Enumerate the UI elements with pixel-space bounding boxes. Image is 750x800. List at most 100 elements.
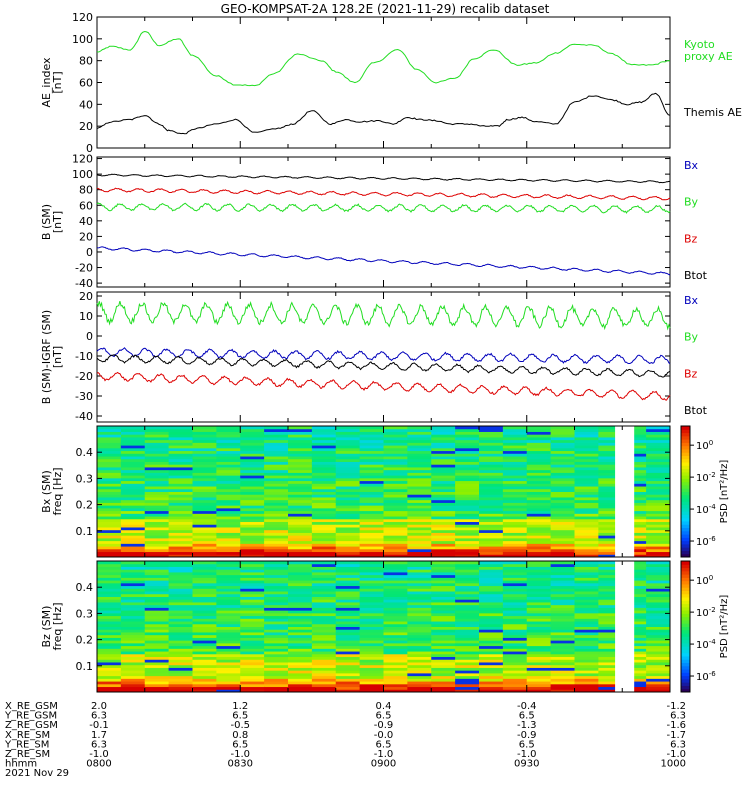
- spectrogram-cell: [335, 653, 361, 658]
- spectrogram-cell: [574, 543, 599, 547]
- spectrogram-cell: [526, 516, 552, 520]
- spectrogram-cell: [526, 623, 552, 627]
- spectrogram-cell: [311, 561, 337, 565]
- spectrogram-cell: [288, 426, 313, 430]
- spectrogram-cell: [479, 483, 504, 487]
- spectrogram-cell: [264, 661, 289, 666]
- spectrogram-cell: [192, 436, 217, 441]
- spectrogram-cell: [359, 623, 384, 627]
- spectrogram-cell: [192, 604, 217, 608]
- spectrogram-cell: [192, 431, 217, 435]
- spectrogram-cell: [646, 651, 671, 655]
- spectrogram-cell: [97, 445, 122, 449]
- spectrogram-cell: [97, 521, 122, 525]
- spectrogram-cell: [502, 426, 528, 430]
- spectrogram-cell: [598, 518, 623, 523]
- spectrogram-cell: [311, 439, 337, 443]
- spectrogram-cell: [622, 494, 647, 498]
- spectrogram-cell: [383, 599, 408, 603]
- spectrogram-cell: [455, 648, 480, 652]
- spectrogram-cell: [168, 447, 193, 452]
- spectrogram-cell: [335, 637, 361, 641]
- spectrogram-cell: [192, 585, 217, 589]
- spectrogram-cell: [574, 491, 599, 495]
- spectrogram-cell: [646, 629, 671, 633]
- spectrogram-cell: [288, 431, 313, 435]
- spectrogram-cell: [335, 596, 361, 600]
- spectrogram-cell: [526, 502, 552, 506]
- spectrogram-cell: [168, 574, 193, 578]
- panel-1-ytick-label: -20: [75, 262, 93, 275]
- spectrogram-cell: [97, 431, 122, 435]
- spectrogram-cell: [646, 591, 671, 595]
- spectrogram-cell: [288, 507, 313, 512]
- spectrogram-cell: [311, 477, 337, 482]
- spectrogram-cell: [622, 653, 647, 658]
- spectrogram-cell: [455, 442, 480, 446]
- spectrogram-cell: [216, 582, 241, 587]
- spectrogram-cell: [455, 439, 480, 443]
- spectrogram-cell: [359, 585, 384, 589]
- spectrogram-cell: [383, 540, 408, 544]
- spectrogram-cell: [288, 475, 313, 479]
- spectrogram-cell: [383, 591, 408, 595]
- spectrogram-cell: [622, 689, 647, 693]
- colorbar-segment: [681, 583, 690, 588]
- spectrogram-cell: [502, 626, 528, 630]
- spectrogram-cell: [359, 610, 384, 614]
- colorbar-segment: [681, 587, 690, 591]
- orbit-cell: 1.2: [232, 701, 248, 712]
- spectrogram-cell: [168, 686, 193, 690]
- spectrogram-cell: [431, 445, 456, 449]
- spectrogram-cell: [144, 521, 170, 525]
- spectrogram-cell: [335, 537, 361, 542]
- colorbar-tick-base: 10: [696, 473, 709, 484]
- spectrogram-cell: [240, 486, 265, 490]
- spectrogram-cell: [646, 464, 671, 468]
- spectrogram-cell: [168, 601, 193, 606]
- spectrogram-cell: [383, 672, 408, 677]
- colorbar-segment: [681, 452, 690, 456]
- spectrogram-cell: [335, 502, 361, 506]
- spectrogram-cell: [550, 648, 575, 652]
- colorbar-segment: [681, 642, 690, 647]
- spectrogram-cell: [168, 499, 193, 503]
- spectrogram-cell: [311, 546, 337, 550]
- spectrogram-cell: [288, 436, 313, 441]
- spectrogram-cell: [407, 447, 432, 452]
- spectrogram-cell: [311, 436, 337, 441]
- panel-0-ytick-label: 20: [79, 120, 93, 133]
- spectrogram-cell: [598, 507, 623, 512]
- spectrogram-cell: [240, 469, 265, 473]
- spectrogram-cell: [502, 561, 528, 565]
- spectrogram-cell: [646, 604, 671, 608]
- spectrogram-cell: [526, 566, 552, 570]
- spectrogram-cell: [502, 494, 528, 498]
- spectrogram-cell: [550, 524, 575, 528]
- spectrogram-cell: [288, 571, 313, 576]
- spectrogram-cell: [311, 450, 337, 454]
- spectrogram-cell: [240, 513, 265, 517]
- spectrogram-cell: [311, 588, 337, 592]
- spectrogram-cell: [455, 507, 480, 512]
- spectrogram-cell: [264, 428, 289, 432]
- spectrogram-cell: [526, 651, 552, 655]
- spectrogram-cell: [144, 505, 170, 509]
- spectrogram-cell: [335, 631, 361, 636]
- spectrogram-cell: [240, 661, 265, 666]
- spectrogram-cell: [335, 585, 361, 589]
- spectrogram-cell: [168, 607, 193, 611]
- spectrogram-cell: [264, 681, 289, 685]
- spectrogram-cell: [288, 651, 313, 655]
- spectrogram-cell: [359, 445, 384, 449]
- spectrogram-cell: [502, 507, 528, 512]
- spectrogram-cell: [192, 426, 217, 430]
- spectrogram-cell: [97, 667, 122, 671]
- spectrogram-cell: [216, 464, 241, 468]
- spectrogram-cell: [526, 458, 552, 462]
- spectrogram-cell: [479, 513, 504, 517]
- spectrogram-cell: [431, 604, 456, 608]
- spectrogram-cell: [192, 653, 217, 658]
- spectrogram-cell: [455, 610, 480, 614]
- spectrogram-cell: [574, 426, 599, 430]
